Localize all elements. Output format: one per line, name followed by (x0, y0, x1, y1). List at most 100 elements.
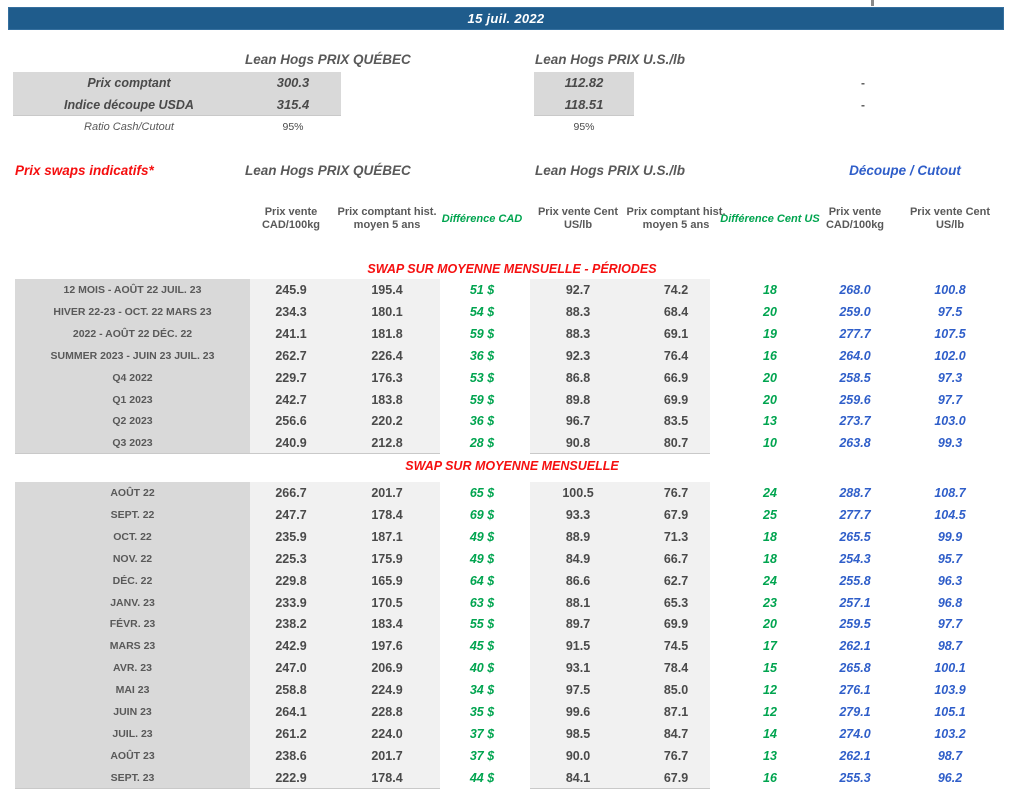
cell: 96.8 (937, 595, 963, 610)
cell: 20 (763, 617, 777, 632)
cell: 36 $ (469, 348, 495, 363)
cell: 247.0 (275, 661, 307, 676)
cell: 18 (763, 529, 777, 544)
cell: 104.5 (934, 507, 966, 522)
cell: 228.8 (371, 705, 403, 719)
cell: 59 $ (469, 392, 495, 407)
cell: 66.7 (663, 551, 689, 566)
cell: 71.3 (663, 529, 689, 544)
spot-row-cutout-index: Indice découpe USDA 315.4 118.51 - (0, 94, 1024, 116)
cell: 277.7 (839, 326, 871, 341)
cell: 288.7 (839, 486, 871, 500)
section-title: SWAP SUR MOYENNE MENSUELLE - PÉRIODES (367, 262, 657, 276)
row-label: FÉVR. 23 (109, 618, 156, 631)
column-header: Prix vente CAD/100kg (261, 206, 321, 231)
cell: 25 (763, 507, 777, 522)
cell: 183.8 (371, 392, 403, 407)
cell: 76.4 (663, 348, 689, 363)
table-row: Q4 2022 229.7 176.3 53 $ 86.8 66.9 20 258.5 97.3 (0, 367, 1024, 389)
cell: 13 (763, 748, 777, 763)
row-label: MARS 23 (109, 640, 156, 653)
row-label: SEPT. 23 (110, 771, 155, 784)
cell: 261.2 (275, 726, 307, 741)
cell: 242.7 (275, 392, 307, 407)
crop-artifact (871, 0, 874, 6)
cell: 59 $ (469, 326, 495, 341)
cell: 90.8 (565, 436, 591, 451)
cell: 85.0 (663, 683, 689, 698)
cell: 102.0 (934, 348, 966, 363)
cell: 95.7 (937, 551, 963, 566)
cell: 64 $ (469, 573, 495, 588)
cell: 97.7 (937, 392, 963, 407)
table-row: 12 MOIS - AOÛT 22 JUIL. 23 245.9 195.4 51 $… (0, 279, 1024, 301)
cell: 49 $ (469, 529, 495, 544)
cell: 93.1 (565, 661, 591, 676)
cell: 88.9 (565, 529, 591, 544)
row-label: AOÛT 22 (110, 487, 155, 499)
cell: 45 $ (469, 639, 495, 654)
cell: 274.0 (839, 726, 871, 741)
cell: 92.7 (565, 283, 591, 297)
cell: 18 (763, 283, 777, 297)
cell: 103.9 (934, 683, 966, 698)
cell: 273.7 (839, 414, 871, 429)
cell: 263.8 (839, 436, 871, 451)
section-title: SWAP SUR MOYENNE MENSUELLE (405, 459, 619, 473)
cell: 37 $ (469, 726, 495, 741)
cell: 235.9 (275, 529, 307, 544)
cell: 93.3 (565, 507, 591, 522)
spot-shading-us (534, 72, 634, 116)
cell: 99.6 (565, 705, 591, 719)
cell: 100.8 (934, 283, 966, 297)
cell: 98.7 (937, 748, 963, 763)
row-label: Q4 2022 (112, 371, 153, 384)
column-header: Prix vente CAD/100kg (825, 206, 885, 231)
cell: 265.5 (839, 529, 871, 544)
cell: 76.7 (663, 486, 689, 500)
cell: 212.8 (371, 436, 403, 451)
cell: 258.5 (839, 370, 871, 385)
cell: 90.0 (565, 748, 591, 763)
cell: 181.8 (371, 326, 403, 341)
table-row: SEPT. 23 222.9 178.4 44 $ 84.1 67.9 16 255.3 96.… (0, 767, 1024, 789)
cell: 65 $ (469, 486, 495, 500)
cell: 17 (763, 639, 777, 654)
cell: 245.9 (275, 283, 307, 297)
cell: 264.1 (275, 705, 307, 719)
cell: 88.3 (565, 304, 591, 319)
cell: 108.7 (934, 486, 966, 500)
row-label: DÉC. 22 (112, 574, 153, 587)
quebec-cutout-index: 315.4 (276, 97, 310, 112)
table-row: Q2 2023 256.6 220.2 36 $ 96.7 83.5 13 273.7 103.… (0, 410, 1024, 432)
cell: 222.9 (275, 770, 307, 785)
column-header: Prix vente Cent US/lb (909, 206, 991, 231)
dash-placeholder: - (861, 76, 865, 90)
cell: 96.2 (937, 770, 963, 785)
cell: 24 (763, 486, 777, 500)
cutout-header: Découpe / Cutout (849, 163, 961, 178)
cell: 97.7 (937, 617, 963, 632)
cell: 12 (763, 705, 777, 719)
table-row: NOV. 22 225.3 175.9 49 $ 84.9 66.7 18 254.3 95.7 (0, 548, 1024, 570)
cell: 97.5 (565, 683, 591, 698)
us-cutout-index: 118.51 (564, 97, 604, 112)
row-label: Q3 2023 (112, 437, 153, 450)
column-header: Différence CAD (441, 212, 523, 225)
cell: 255.8 (839, 573, 871, 588)
cell: 220.2 (371, 414, 403, 429)
table-row: AOÛT 22 266.7 201.7 65 $ 100.5 76.7 24 288.7 108… (0, 482, 1024, 504)
cell: 12 (763, 683, 777, 698)
cell: 97.3 (937, 370, 963, 385)
cell: 67.9 (663, 507, 689, 522)
swaps-us-header: Lean Hogs PRIX U.S./lb (535, 163, 686, 178)
cell: 229.7 (275, 370, 307, 385)
cell: 54 $ (469, 304, 495, 319)
cell: 84.7 (663, 726, 689, 741)
row-label: OCT. 22 (113, 530, 152, 543)
cell: 18 (763, 551, 777, 566)
cell: 105.1 (934, 705, 966, 719)
quebec-cash-price: 300.3 (276, 75, 310, 90)
cell: 78.4 (663, 661, 689, 676)
